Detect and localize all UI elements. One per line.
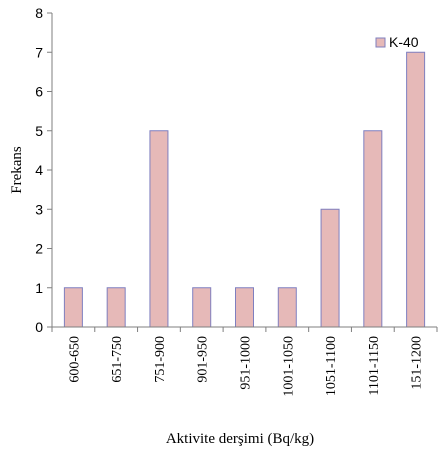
y-tick-label: 2: [35, 241, 43, 257]
x-tick-label: 1101-1150: [367, 336, 382, 396]
y-tick-label: 7: [35, 44, 43, 60]
axes: [51, 13, 437, 328]
bar: [406, 51, 426, 328]
y-axis-title: Frekans: [9, 146, 25, 194]
x-tick-label: 901-950: [196, 336, 211, 383]
y-tick-label: 3: [35, 201, 43, 217]
x-tick-label: 951-1000: [239, 336, 254, 390]
x-tick-label: 751-900: [153, 336, 168, 383]
x-tick-label: 1051-1100: [324, 336, 339, 396]
x-axis-title: Aktivite derşimi (Bq/kg): [166, 431, 314, 447]
bar: [363, 130, 383, 328]
bar: [106, 287, 126, 328]
legend-label-k40: K-40: [389, 34, 419, 50]
x-tick-label: 651-750: [110, 336, 125, 383]
bar: [320, 208, 340, 328]
bar: [149, 130, 169, 328]
x-axis-ticks: 600-650 651-750 751-900 901-950 951-1000 1001…: [51, 327, 438, 397]
y-tick-label: 1: [35, 280, 43, 296]
bar: [192, 287, 212, 328]
legend: K-40: [375, 34, 419, 50]
legend-swatch-k40: [375, 37, 386, 48]
x-tick-label: 600-650: [67, 336, 82, 383]
bars: [63, 51, 426, 328]
x-tick-label: 1001-1050: [281, 336, 296, 397]
bar: [235, 287, 254, 328]
y-tick-label: 6: [35, 84, 43, 100]
bar: [63, 287, 83, 328]
y-axis-ticks: 0 1 2 3 4 5 6 7 8: [35, 5, 52, 335]
x-tick-label: 151-1200: [410, 336, 425, 390]
y-tick-label: 5: [35, 123, 43, 139]
y-tick-label: 8: [35, 5, 43, 21]
y-tick-label: 4: [35, 162, 43, 178]
y-tick-label: 0: [35, 319, 43, 335]
bar: [277, 287, 297, 328]
